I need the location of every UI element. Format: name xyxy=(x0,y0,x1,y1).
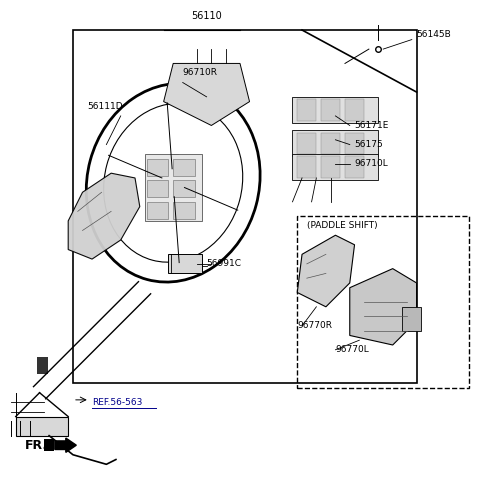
Bar xyxy=(144,154,202,221)
Bar xyxy=(147,159,168,176)
Bar xyxy=(147,180,168,197)
Bar xyxy=(345,156,364,178)
Polygon shape xyxy=(297,235,355,307)
Polygon shape xyxy=(164,63,250,125)
Text: 56145B: 56145B xyxy=(417,30,451,39)
Text: REF.56-563: REF.56-563 xyxy=(92,398,143,407)
Bar xyxy=(173,159,195,176)
Bar xyxy=(297,99,316,120)
Bar xyxy=(44,439,54,451)
Bar xyxy=(16,417,68,436)
Polygon shape xyxy=(68,173,140,259)
Bar xyxy=(321,156,340,178)
Bar xyxy=(321,132,340,154)
Bar xyxy=(147,202,168,218)
Text: 56110: 56110 xyxy=(191,11,222,21)
Bar xyxy=(73,30,417,383)
Ellipse shape xyxy=(149,155,198,211)
Bar xyxy=(321,99,340,120)
Bar xyxy=(173,202,195,218)
Bar xyxy=(292,97,378,123)
Bar xyxy=(297,216,469,388)
Text: FR.: FR. xyxy=(25,439,48,452)
Text: 96710R: 96710R xyxy=(183,69,218,77)
Bar xyxy=(292,154,378,180)
Bar xyxy=(173,180,195,197)
Bar xyxy=(297,156,316,178)
Text: 56171E: 56171E xyxy=(355,121,389,130)
Bar xyxy=(37,357,48,373)
Polygon shape xyxy=(350,269,417,345)
FancyArrow shape xyxy=(55,438,76,452)
Bar xyxy=(292,130,378,156)
Bar xyxy=(345,132,364,154)
Text: 96770R: 96770R xyxy=(297,322,332,330)
Bar xyxy=(402,307,421,331)
Bar xyxy=(168,254,202,274)
Text: 96710L: 96710L xyxy=(355,159,388,168)
Text: 56111D: 56111D xyxy=(87,102,123,111)
Text: 56991C: 56991C xyxy=(206,259,241,268)
Bar xyxy=(297,132,316,154)
Text: 96770L: 96770L xyxy=(336,345,369,354)
Text: (PADDLE SHIFT): (PADDLE SHIFT) xyxy=(307,221,377,230)
Text: 56175: 56175 xyxy=(355,140,384,149)
Bar xyxy=(345,99,364,120)
